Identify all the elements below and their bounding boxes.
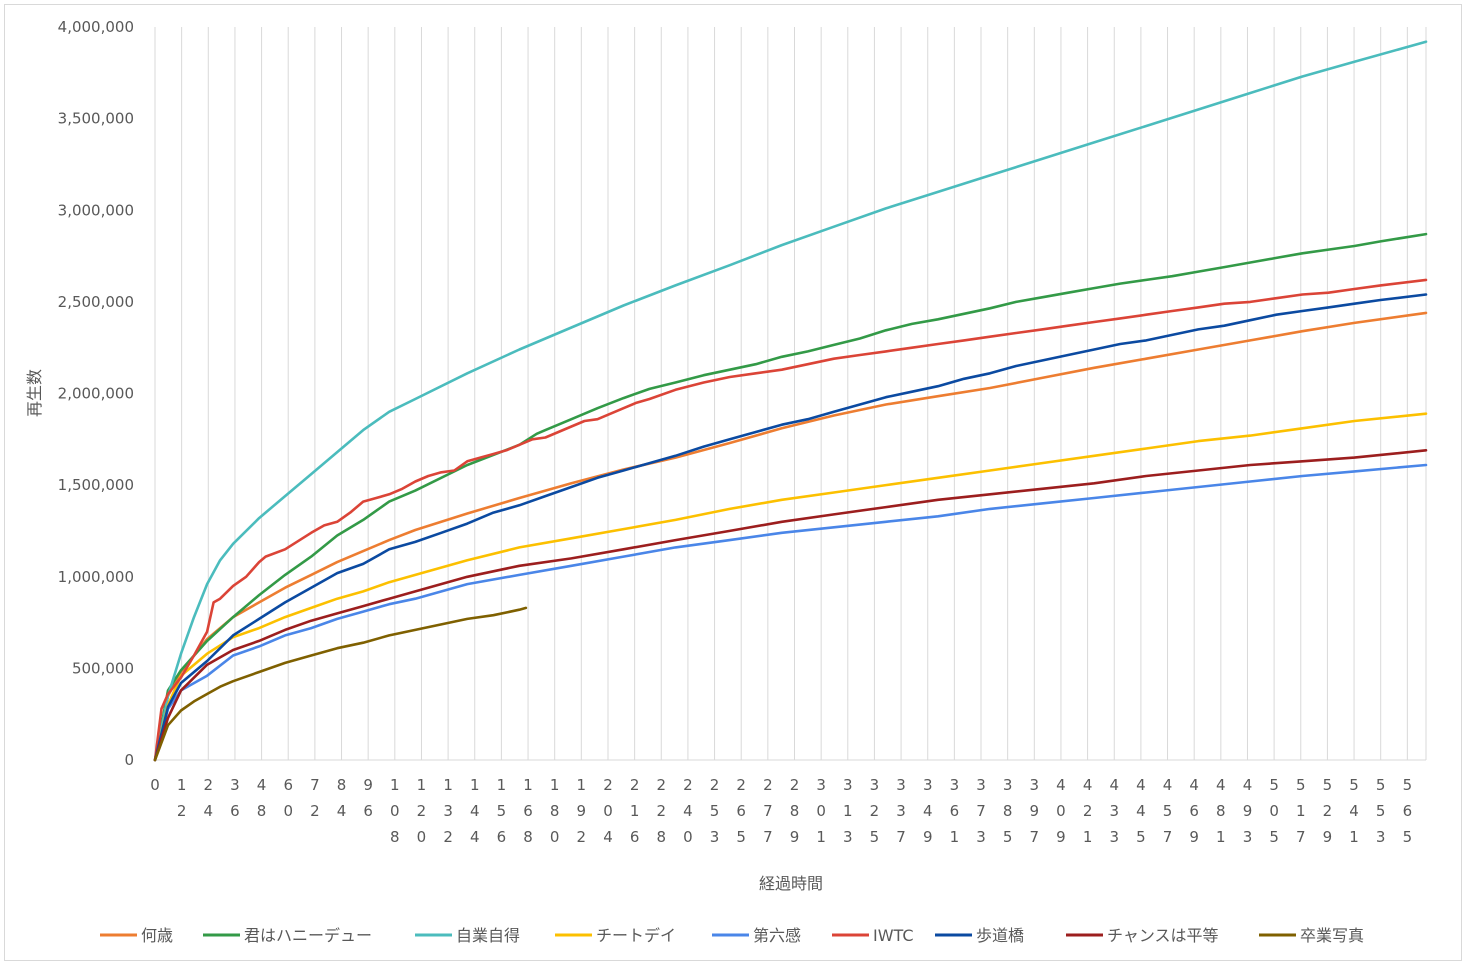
x-tick-label: 0	[150, 776, 160, 794]
legend-label: 卒業写真	[1300, 926, 1364, 945]
x-tick-labels: 0 1 2 2 4 3 6 4 8 6 0 7 2 8 4 9 6 1 0 8 1 2 0 1 3 2 1 4 4 1 5 6 1 6 8 1 8 0 1 9…	[150, 776, 1412, 846]
grid-lines	[154, 27, 1427, 760]
series-line	[153, 606, 528, 762]
y-tick-label: 1,500,000	[58, 476, 134, 494]
y-axis-label: 再生数	[25, 369, 44, 417]
chart-frame	[4, 4, 1462, 961]
y-tick-label: 4,000,000	[58, 18, 134, 36]
series-line	[153, 232, 1428, 762]
series-lines	[153, 40, 1428, 762]
y-tick-labels: 0 500,000 1,000,000 1,500,000 2,000,000 2,500…	[58, 18, 134, 769]
series-line	[153, 293, 1428, 762]
y-tick-label: 0	[124, 751, 134, 769]
legend-label: IWTC	[873, 926, 914, 945]
legend-label: 歩道橋	[976, 926, 1024, 945]
legend-label: 君はハニーデュー	[244, 926, 372, 945]
legend-label: 第六感	[753, 926, 801, 945]
y-tick-label: 2,500,000	[58, 293, 134, 311]
legend: 何歳 君はハニーデュー 自業自得 チートデイ 第六感 IWTC 歩道橋 チャンスは平等 卒業写真	[100, 926, 1364, 945]
legend-label: 何歳	[141, 926, 173, 945]
series-line	[153, 311, 1428, 762]
legend-label: チートデイ	[596, 926, 676, 945]
series-line	[153, 278, 1428, 762]
series-line	[153, 463, 1428, 762]
legend-label: チャンスは平等	[1107, 926, 1219, 945]
x-axis-label: 経過時間	[759, 874, 823, 893]
y-tick-label: 1,000,000	[58, 568, 134, 586]
legend-label: 自業自得	[456, 926, 520, 945]
series-line	[153, 40, 1428, 762]
series-line	[153, 412, 1428, 762]
y-tick-label: 3,500,000	[58, 110, 134, 128]
series-line	[153, 449, 1428, 762]
y-tick-label: 2,000,000	[58, 385, 134, 403]
y-tick-label: 500,000	[72, 659, 134, 677]
y-tick-label: 3,000,000	[58, 201, 134, 219]
